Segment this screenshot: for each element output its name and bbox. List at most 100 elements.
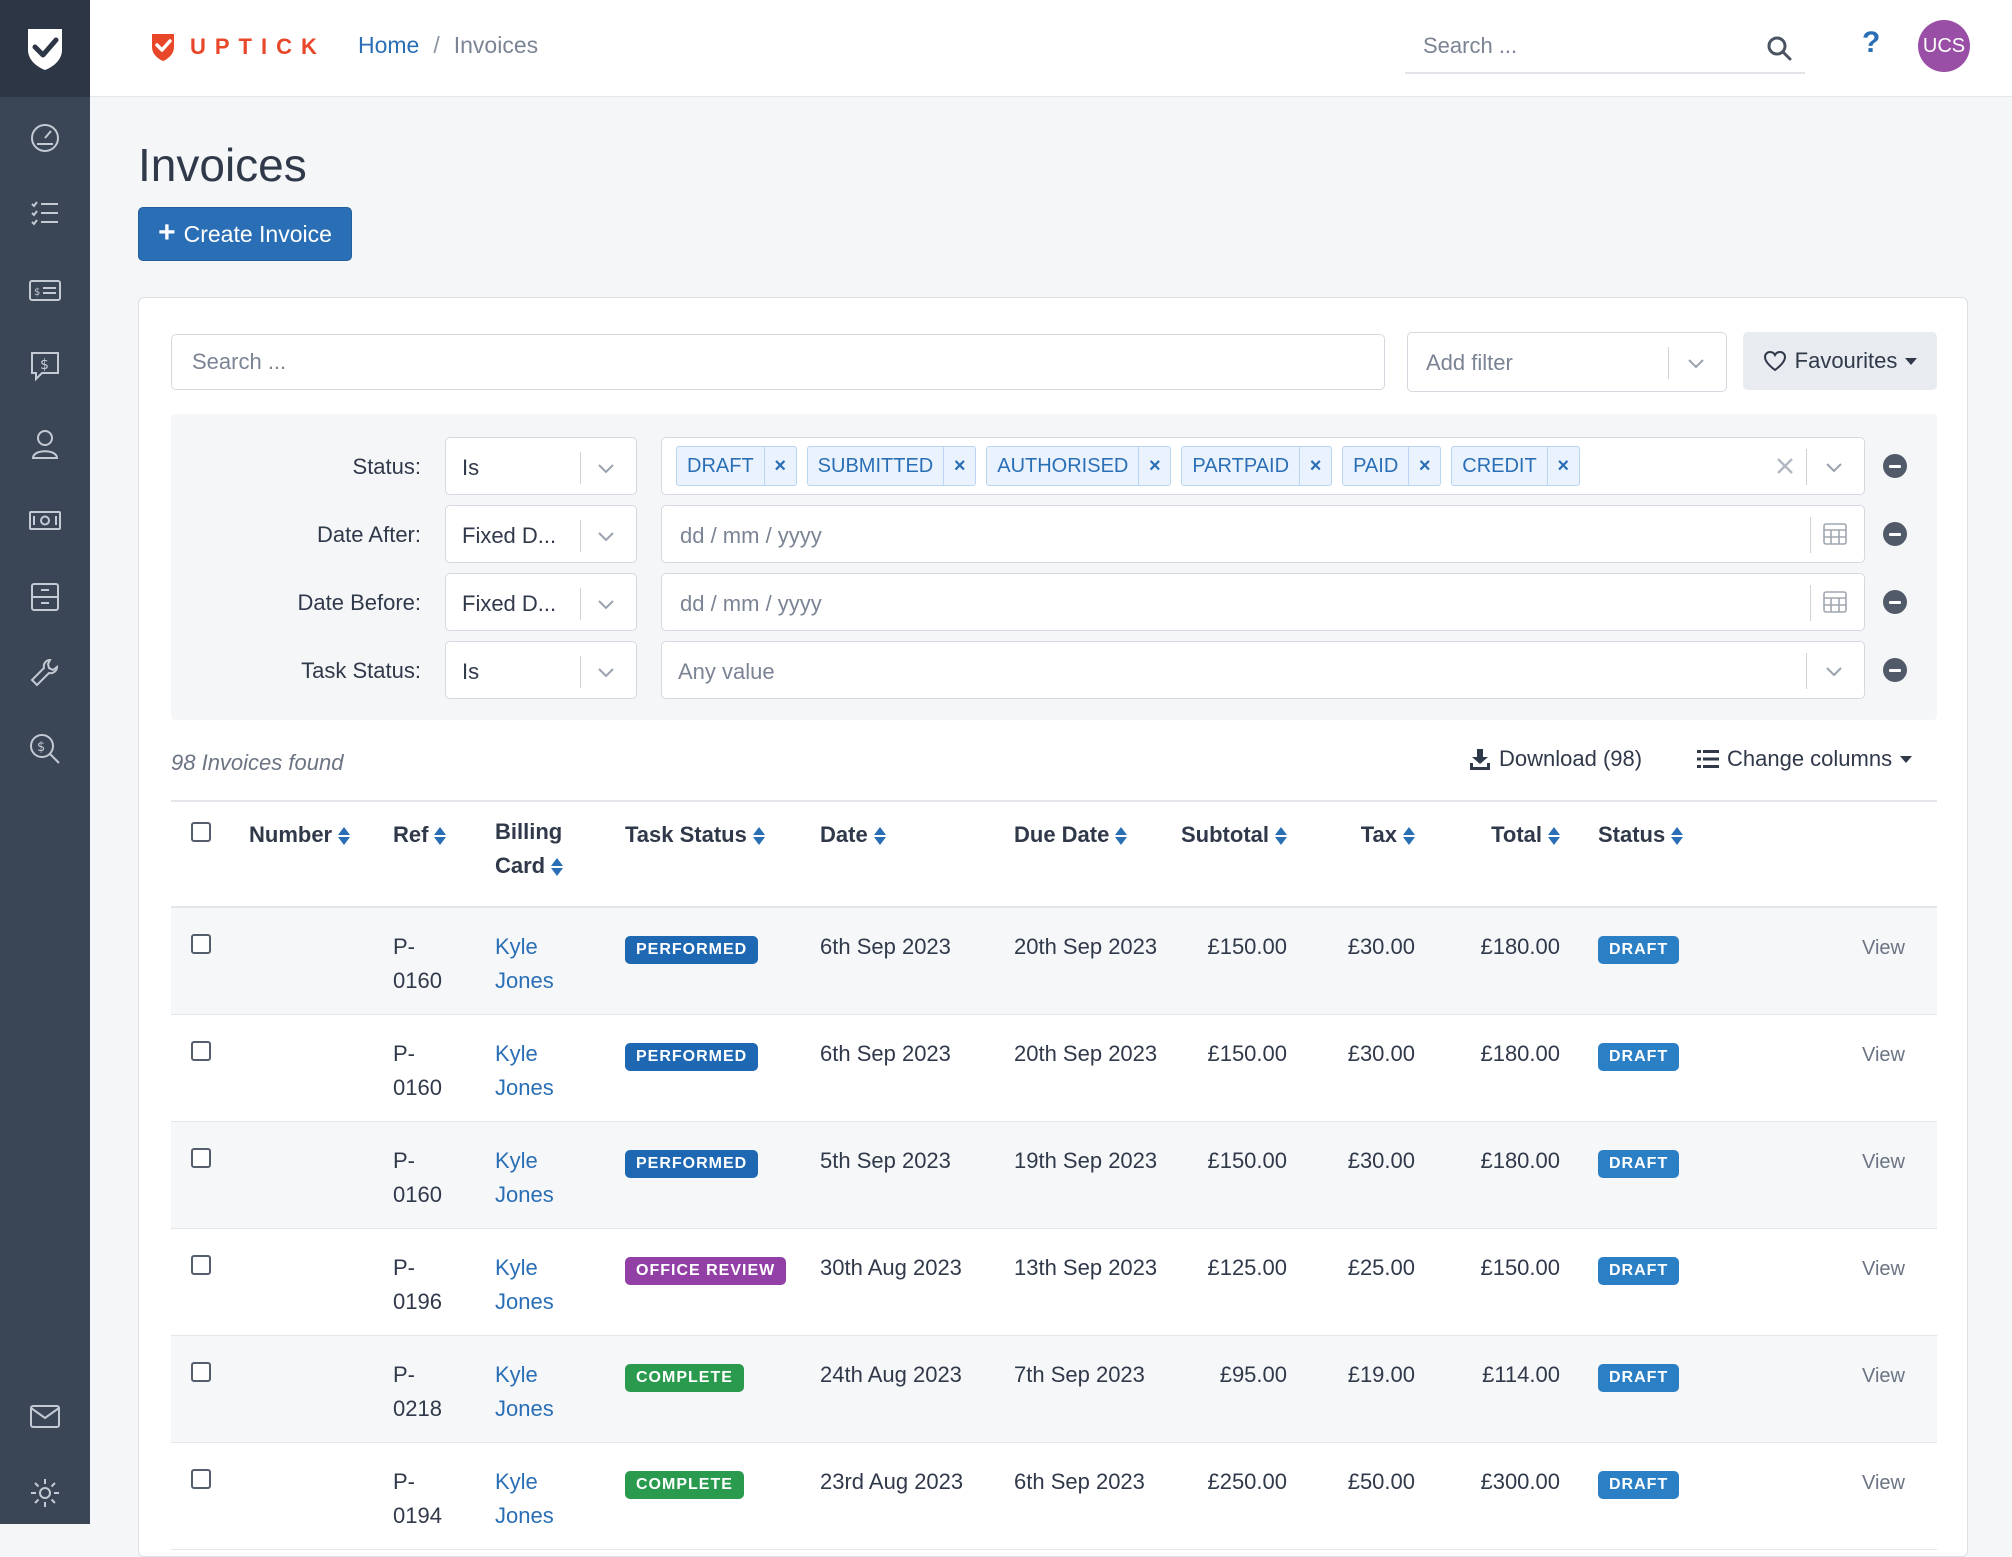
- view-link[interactable]: View: [1862, 937, 1905, 959]
- status-badge: DRAFT: [1598, 1149, 1680, 1178]
- view-link[interactable]: View: [1862, 1043, 1905, 1066]
- column-header-billing-card[interactable]: Billing Card: [495, 800, 625, 908]
- column-header-task-status[interactable]: Task Status: [625, 800, 820, 908]
- sidebar-item-payments[interactable]: [0, 495, 90, 545]
- actions-cell: View: [1725, 1121, 1937, 1229]
- task-status-badge: PERFORMED: [625, 1149, 759, 1178]
- remove-status-filter-button[interactable]: [1883, 454, 1907, 478]
- table-row[interactable]: P- 0160 Kyle Jones PERFORMED 6th Sep 2023 …: [171, 907, 1937, 1015]
- column-header-status[interactable]: Status: [1560, 800, 1725, 908]
- date-before-input[interactable]: dd / mm / yyyy: [661, 573, 1865, 631]
- status-badge: DRAFT: [1598, 936, 1680, 964]
- sidebar-item-messages[interactable]: [0, 1391, 90, 1441]
- billing-card-link[interactable]: Kyle Jones: [495, 1041, 554, 1100]
- change-columns-button[interactable]: Change columns: [1697, 746, 1913, 772]
- view-link[interactable]: View: [1862, 1471, 1905, 1494]
- date-cell: 24th Aug 2023: [820, 1335, 1014, 1443]
- row-checkbox[interactable]: [191, 1147, 211, 1168]
- remove-chip-icon[interactable]: ×: [763, 447, 796, 485]
- sidebar-item-archive[interactable]: [0, 572, 90, 622]
- column-header-tax[interactable]: Tax: [1287, 800, 1415, 908]
- row-checkbox[interactable]: [191, 1040, 211, 1061]
- table-row[interactable]: P- 0160 Kyle Jones PERFORMED 5th Sep 2023 …: [171, 1121, 1937, 1229]
- view-link[interactable]: View: [1862, 1150, 1905, 1173]
- filter-date-before-operator[interactable]: Fixed D...: [445, 573, 637, 631]
- filter-status-operator[interactable]: Is: [445, 437, 637, 495]
- calendar-icon[interactable]: [1822, 522, 1848, 546]
- search-icon[interactable]: [1765, 34, 1793, 62]
- table-row[interactable]: P- 0218 Kyle Jones COMPLETE 24th Aug 2023 …: [171, 1335, 1937, 1443]
- date-after-input[interactable]: dd / mm / yyyy: [661, 505, 1865, 563]
- column-header-date[interactable]: Date: [820, 800, 1014, 908]
- favourites-button[interactable]: Favourites: [1743, 332, 1937, 390]
- task-status-cell: COMPLETE: [625, 1335, 820, 1443]
- add-filter-select[interactable]: Add filter: [1407, 332, 1727, 392]
- table-row[interactable]: P- 0196 Kyle Jones OFFICE REVIEW 30th Aug …: [171, 1228, 1937, 1336]
- billing-card-link[interactable]: Kyle Jones: [495, 934, 554, 993]
- sidebar-item-invoices[interactable]: $: [0, 265, 90, 315]
- column-header-total[interactable]: Total: [1415, 800, 1560, 908]
- breadcrumb-home-link[interactable]: Home: [358, 32, 420, 58]
- column-header-subtotal[interactable]: Subtotal: [1172, 800, 1287, 908]
- remove-chip-icon[interactable]: ×: [1408, 447, 1440, 485]
- clear-icon[interactable]: [1774, 455, 1796, 477]
- breadcrumb-current: Invoices: [453, 32, 539, 58]
- view-link[interactable]: View: [1862, 1257, 1905, 1280]
- remove-chip-icon[interactable]: ×: [943, 447, 975, 485]
- row-checkbox[interactable]: [191, 934, 211, 954]
- user-avatar[interactable]: UCS: [1918, 20, 1970, 72]
- row-select-cell: [171, 1335, 249, 1443]
- remove-chip-icon[interactable]: ×: [1546, 447, 1579, 485]
- global-search-input[interactable]: [1405, 26, 1745, 66]
- sidebar-item-contacts[interactable]: [0, 419, 90, 469]
- remove-date-before-filter-button[interactable]: [1883, 590, 1907, 614]
- remove-chip-icon[interactable]: ×: [1138, 447, 1170, 485]
- select-all-header: [171, 800, 249, 908]
- remove-date-after-filter-button[interactable]: [1883, 522, 1907, 546]
- ref-prefix: P-: [393, 1147, 415, 1173]
- select-all-checkbox[interactable]: [191, 822, 211, 842]
- mail-icon: [30, 1405, 60, 1428]
- sidebar-item-quotes[interactable]: $: [0, 341, 90, 391]
- view-link[interactable]: View: [1862, 1364, 1905, 1387]
- app-logo[interactable]: [0, 0, 90, 97]
- date-placeholder: dd / mm / yyyy: [680, 591, 822, 616]
- row-checkbox[interactable]: [191, 1468, 211, 1489]
- sidebar-item-search-finance[interactable]: $: [0, 724, 90, 774]
- column-header-number[interactable]: Number: [249, 800, 393, 908]
- table-row[interactable]: P- 0194 Kyle Jones COMPLETE 23rd Aug 2023 …: [171, 1442, 1937, 1550]
- dashboard-gauge-icon: [31, 124, 59, 152]
- task-status-select[interactable]: Any value: [661, 641, 1865, 699]
- column-header-ref[interactable]: Ref: [393, 800, 495, 908]
- header-label: Tax: [1360, 822, 1397, 847]
- filter-date-after-operator[interactable]: Fixed D...: [445, 505, 637, 563]
- sidebar-item-dashboard[interactable]: [0, 112, 90, 162]
- calendar-icon[interactable]: [1822, 590, 1848, 614]
- invoice-search-input[interactable]: [171, 334, 1385, 390]
- remove-task-status-filter-button[interactable]: [1883, 658, 1907, 682]
- row-checkbox[interactable]: [191, 1361, 211, 1382]
- filter-task-status-operator[interactable]: Is: [445, 641, 637, 699]
- create-invoice-button[interactable]: + Create Invoice: [138, 207, 352, 261]
- billing-card-link[interactable]: Kyle Jones: [495, 1362, 554, 1421]
- sidebar-item-tools[interactable]: [0, 648, 90, 698]
- brand-logo[interactable]: UPTICK: [150, 32, 326, 62]
- task-status-badge: OFFICE REVIEW: [625, 1256, 787, 1285]
- column-header-due-date[interactable]: Due Date: [1014, 800, 1172, 908]
- filter-status-values[interactable]: DRAFT × SUBMITTED × AUTHORISED × PARTPAID × …: [661, 437, 1865, 495]
- global-search: [1405, 26, 1805, 74]
- table-row[interactable]: P- 0160 Kyle Jones PERFORMED 6th Sep 2023 …: [171, 1014, 1937, 1122]
- chevron-down-icon[interactable]: [1822, 455, 1846, 479]
- sidebar-item-settings[interactable]: [0, 1468, 90, 1518]
- header-label: Date: [820, 822, 868, 847]
- help-button[interactable]: ?: [1862, 26, 1881, 59]
- sidebar-item-tasks[interactable]: [0, 188, 90, 238]
- billing-card-link[interactable]: Kyle Jones: [495, 1255, 554, 1314]
- task-status-cell: PERFORMED: [625, 907, 820, 1015]
- billing-card-link[interactable]: Kyle Jones: [495, 1469, 554, 1528]
- download-button[interactable]: Download (98): [1469, 746, 1642, 772]
- billing-card-link[interactable]: Kyle Jones: [495, 1148, 554, 1207]
- row-checkbox[interactable]: [191, 1254, 211, 1275]
- remove-chip-icon[interactable]: ×: [1299, 447, 1331, 485]
- date-cell: 30th Aug 2023: [820, 1228, 1014, 1336]
